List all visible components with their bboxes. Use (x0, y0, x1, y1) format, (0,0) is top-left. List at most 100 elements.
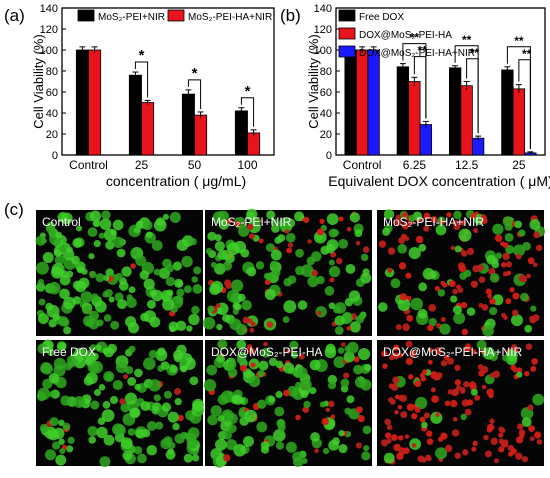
live-cell (495, 252, 503, 259)
live-cell (165, 449, 176, 460)
live-cell (135, 255, 147, 267)
live-cell (513, 244, 526, 257)
live-cell (193, 266, 202, 275)
micrograph-label: MoS₂-PEI+NIR (211, 215, 292, 229)
live-cell (324, 346, 337, 359)
legend-entry: MoS₂-PEI+NIR (98, 12, 165, 23)
dead-cell (533, 231, 540, 239)
dead-cell (466, 247, 475, 256)
live-cell (454, 245, 462, 253)
significance-label: * (139, 47, 145, 64)
dead-cell (386, 424, 393, 431)
dead-cell (436, 372, 443, 379)
live-cell (452, 305, 462, 315)
dead-cell (510, 364, 517, 371)
dead-cell (250, 321, 256, 327)
live-cell (128, 345, 136, 353)
legend-entry: DOX@MoS₂-PEI-HA+NIR (359, 48, 475, 59)
dead-cell (400, 411, 408, 419)
live-cell (344, 345, 351, 353)
dead-cell (468, 381, 477, 389)
live-cell (377, 302, 388, 312)
dead-cell (464, 408, 472, 416)
bar-mos-pei-nir (181, 93, 195, 156)
live-cell (258, 360, 269, 371)
live-cell (319, 401, 326, 408)
live-cell (383, 209, 395, 220)
live-cell (307, 275, 319, 288)
dead-cell (405, 272, 412, 279)
live-cell (173, 349, 184, 361)
live-cell (143, 278, 155, 290)
live-cell (162, 298, 175, 311)
live-cell (234, 303, 242, 311)
dead-cell (505, 298, 512, 305)
dead-cell (451, 390, 458, 397)
dead-cell (390, 434, 398, 442)
dead-cell (489, 418, 495, 424)
live-cell (92, 220, 100, 227)
live-cell (226, 289, 240, 303)
live-cell (172, 261, 182, 271)
live-cell (108, 296, 115, 303)
live-cell (349, 212, 361, 223)
live-cell (192, 284, 203, 294)
dead-cell (509, 287, 515, 293)
dead-cell (394, 394, 400, 400)
dead-cell (316, 310, 322, 316)
live-cell (313, 230, 327, 244)
dead-cell (415, 235, 424, 244)
dead-cell (476, 264, 484, 272)
live-cell (174, 278, 184, 288)
live-cell (458, 228, 472, 242)
micrograph-grid: Control MoS₂-PEI+NIR MoS₂-PEI-HA+NIR Free D… (35, 208, 546, 468)
micrograph-panel: MoS₂-PEI+NIR (202, 208, 372, 336)
live-cell (191, 305, 200, 315)
y-tick-label: 80 (320, 66, 332, 78)
dead-cell (346, 326, 352, 331)
dead-cell (393, 443, 401, 452)
live-cell (47, 281, 61, 295)
live-cell (148, 379, 161, 392)
live-cell (101, 409, 115, 423)
live-cell (160, 290, 173, 302)
dead-cell (222, 454, 231, 462)
live-cell (283, 300, 297, 313)
live-cell (337, 347, 345, 354)
dead-cell (287, 242, 294, 248)
live-cell (179, 358, 187, 367)
live-cell (99, 218, 112, 230)
live-cell (453, 312, 466, 325)
live-cell (210, 405, 222, 417)
live-cell (360, 272, 372, 284)
live-cell (345, 263, 356, 274)
dead-cell (123, 374, 129, 380)
live-cell (207, 305, 215, 313)
dead-cell (486, 427, 493, 433)
dead-cell (311, 270, 318, 277)
panel-label-b: (b) (280, 6, 301, 25)
bar-free-dox (501, 69, 514, 156)
dead-cell (444, 400, 451, 407)
dead-cell (444, 444, 453, 453)
dead-cell (402, 212, 408, 218)
live-cell (192, 400, 204, 412)
live-cell (95, 273, 105, 283)
live-cell (87, 227, 98, 238)
live-cell (112, 379, 123, 391)
y-tick-label: 20 (46, 129, 58, 141)
dead-cell (174, 388, 182, 395)
dead-cell (411, 413, 418, 420)
live-cell (291, 351, 298, 359)
x-tick-label: 12.5 (455, 158, 479, 172)
live-cell (227, 242, 240, 256)
dead-cell (498, 432, 504, 438)
bar-free-dox (396, 66, 410, 156)
dead-cell (452, 417, 458, 422)
live-cell (136, 220, 145, 230)
significance-bracket (413, 56, 427, 119)
live-cell (476, 339, 487, 350)
live-cell (338, 238, 349, 249)
live-cell (328, 259, 335, 266)
bar-dox-mos-pei-ha (512, 88, 526, 156)
